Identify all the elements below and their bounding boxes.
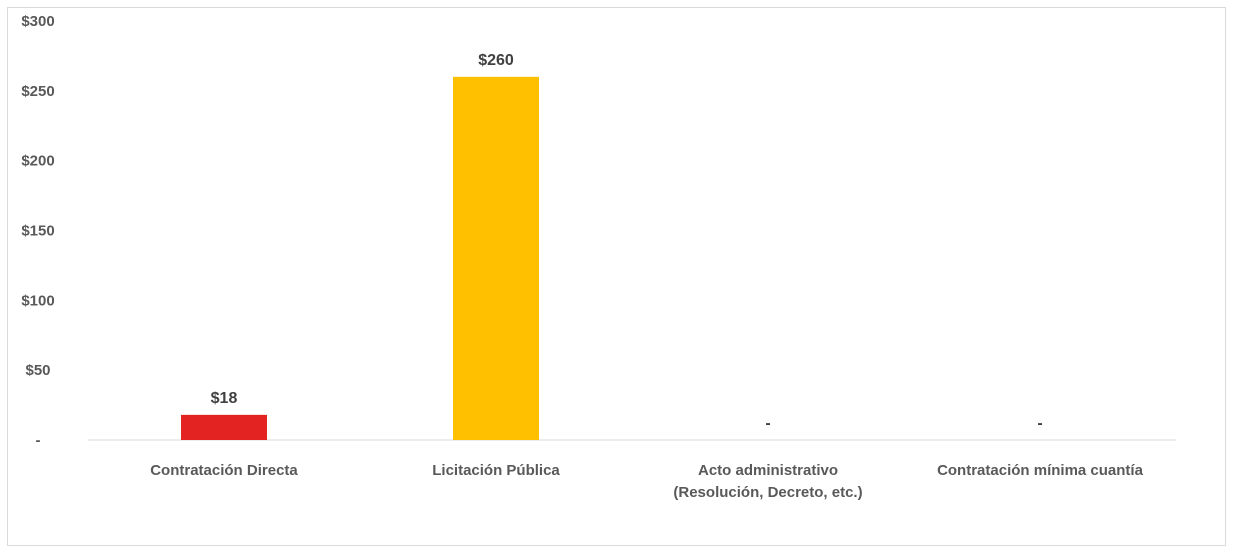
chart-area [7,7,1226,546]
y-tick-label: $300 [21,13,54,30]
x-tick-label: Contratación Directa [150,462,298,479]
bars: $18 $260 - - [181,52,1043,440]
y-axis: - $50 $100 $150 $200 $250 $300 [21,13,54,449]
x-tick-label: (Resolución, Decreto, etc.) [673,484,862,501]
data-label: - [1037,415,1042,432]
data-label: $260 [478,52,514,69]
bar [453,76,539,440]
y-tick-label: $50 [25,362,50,379]
bar [181,414,267,440]
x-tick-label: Acto administrativo [698,462,838,479]
y-tick-label: $200 [21,153,54,170]
y-tick-label: - [36,432,41,449]
data-label: $18 [211,390,238,407]
y-tick-label: $100 [21,292,54,309]
y-tick-label: $150 [21,223,54,240]
data-label: - [765,415,770,432]
x-tick-label: Licitación Pública [432,462,560,479]
y-tick-label: $250 [21,83,54,100]
x-tick-label: Contratación mínima cuantía [937,462,1144,479]
x-axis: Contratación Directa Licitación Pública Ac… [150,462,1143,501]
